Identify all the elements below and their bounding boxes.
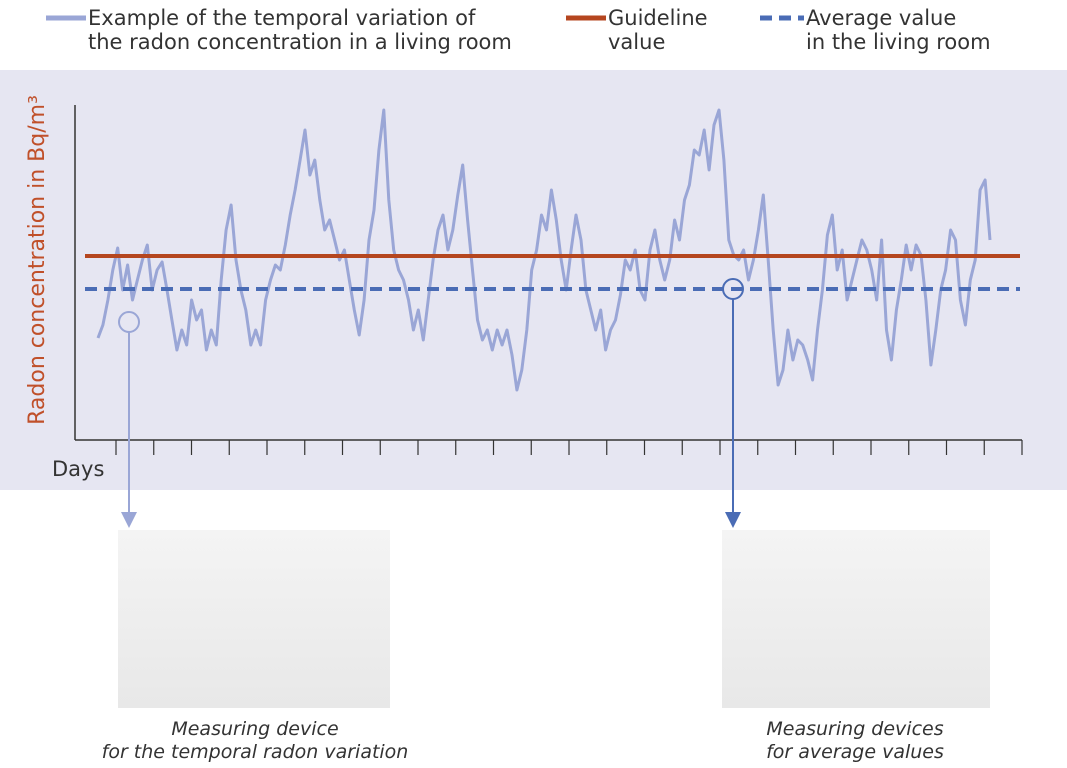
y-axis-label: Radon concentration in Bq/m³ [25,95,50,425]
legend-entry: Guideline value [608,6,708,54]
device-photo [722,530,990,708]
arrow-head [121,512,137,528]
arrow-head [725,512,741,528]
x-axis-label: Days [52,457,104,481]
legend-entry: Average value in the living room [806,6,991,54]
device-caption: Measuring devices for average values [766,718,944,763]
data-line [96,108,992,392]
device-caption: Measuring device for the temporal radon … [101,718,409,763]
chart-panel [0,70,1067,490]
device-photo [118,530,390,708]
legend-entry: Example of the temporal variation of the… [88,6,512,54]
